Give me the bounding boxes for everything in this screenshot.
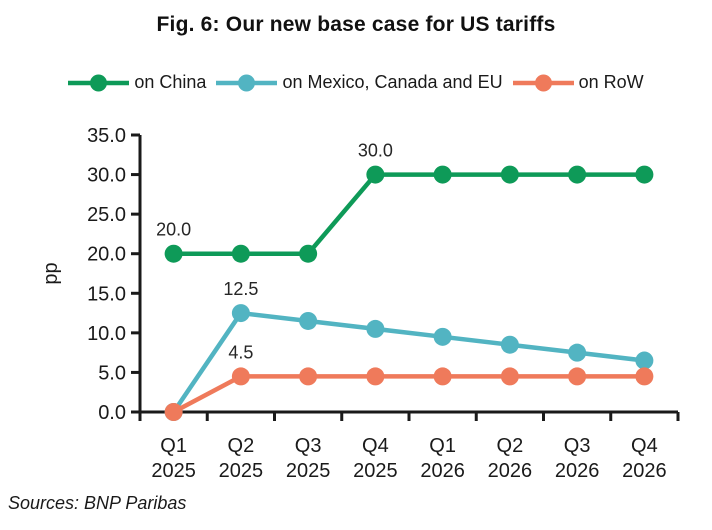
svg-text:4.5: 4.5 [228,342,253,362]
legend-label-on-china: on China [134,72,207,92]
data-labels: 20.0 30.0 12.5 4.5 [156,141,393,363]
source-note: Sources: BNP Paribas [8,493,187,513]
svg-text:35.0: 35.0 [87,125,126,147]
china-series-marker-icon [68,74,130,91]
svg-text:30.0: 30.0 [358,141,393,161]
y-axis-ticks: 0.0 5.0 10.0 15.0 20.0 25.0 30.0 35.0 [87,125,140,424]
legend-item-on-row: on RoW [512,72,644,93]
legend-label-on-mexico-canada-eu: on Mexico, Canada and EU [282,72,503,92]
svg-text:12.5: 12.5 [223,279,258,299]
svg-text:30.0: 30.0 [87,165,126,187]
series-on-row [164,367,654,421]
svg-text:5.0: 5.0 [98,362,126,384]
series-on-china [164,165,654,263]
chart-title: Fig. 6: Our new base case for US tariffs [156,13,556,36]
svg-text:10.0: 10.0 [87,323,126,345]
svg-text:15.0: 15.0 [87,283,126,305]
svg-text:20.0: 20.0 [156,220,191,240]
svg-text:25.0: 25.0 [87,204,126,226]
x-axis-labels: Q1 2025 Q2 2025 Q3 2025 Q4 2025 Q1 2026 Q2 2026 Q3 20… [151,435,666,482]
line-chart: 0.0 5.0 10.0 15.0 20.0 25.0 30.0 35.0 Q1 2025 Q2 20… [40,125,680,482]
svg-text:0.0: 0.0 [98,402,126,424]
legend-item-on-china: on China [68,72,206,93]
row-series-marker-icon [512,74,574,91]
legend-label-on-row: on RoW [578,72,644,92]
x-axis-ticks [138,412,680,421]
svg-text:20.0: 20.0 [87,244,126,266]
chart-legend: on China on Mexico, Canada and EU on RoW [0,72,712,93]
series-on-mexico-canada-and-eu [164,304,654,421]
y-axis-title: pp [40,262,62,284]
mexico-canada-eu-series-marker-icon [216,74,278,91]
legend-item-on-mexico-canada-eu: on Mexico, Canada and EU [216,72,503,93]
